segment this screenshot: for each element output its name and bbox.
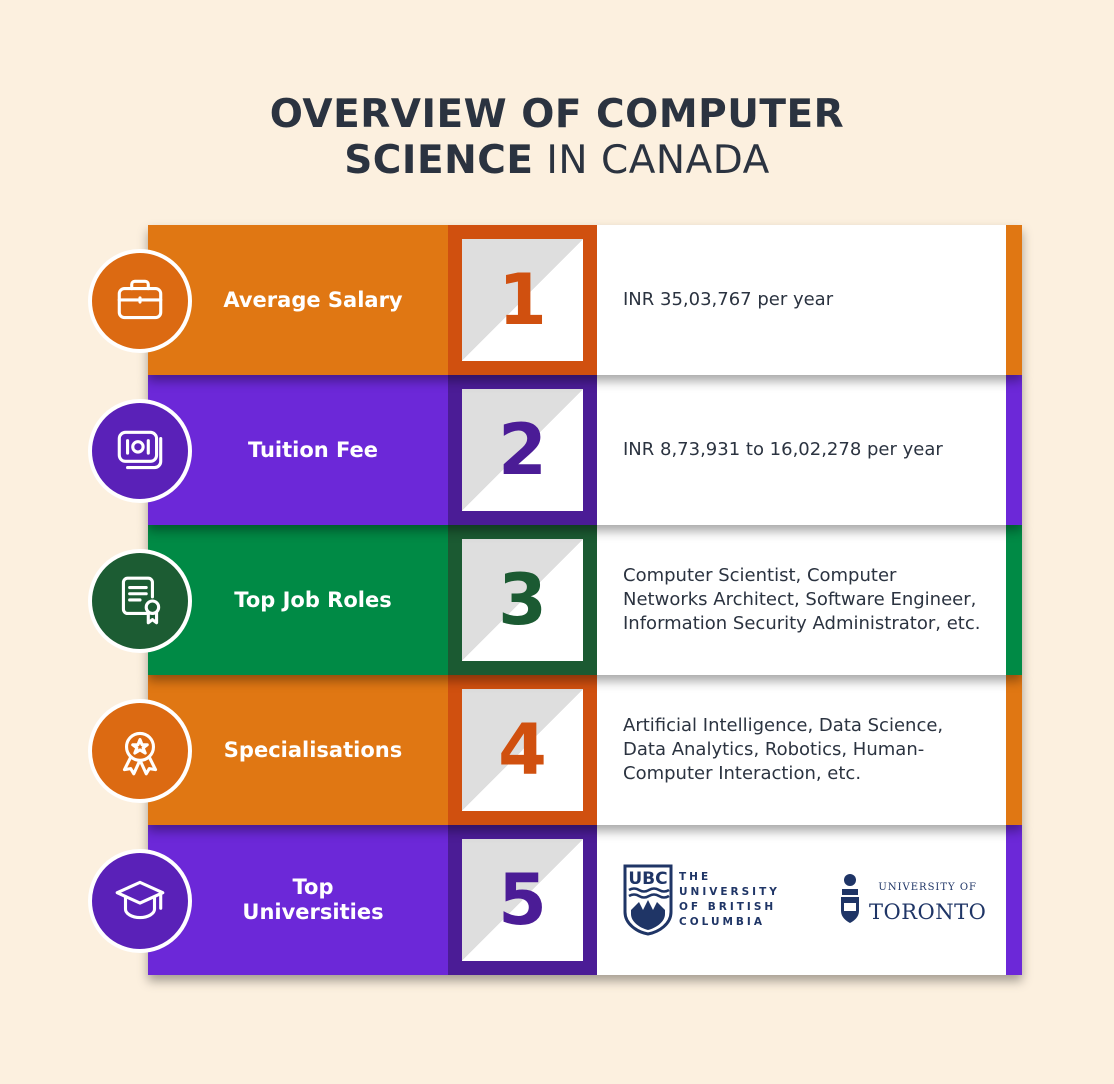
briefcase-badge: [88, 249, 192, 353]
title-line-2-bold: SCIENCE: [344, 138, 534, 183]
row-label: Average Salary: [223, 287, 403, 312]
accent-strip: [1006, 375, 1022, 525]
row-label-band: Top Universities: [148, 825, 448, 975]
overview-row-2: Tuition Fee 2 INR 8,73,931 to 16,02,278 …: [88, 375, 1022, 525]
row-number: 4: [462, 689, 583, 811]
university-logos: UBC THE UNIVERSITY OF BRITISH COLUMBIA UNI…: [623, 864, 986, 936]
money-badge: [88, 399, 192, 503]
award-icon: [122, 731, 158, 776]
uoft-logo: UNIVERSITY OF TORONTO: [839, 873, 986, 927]
row-label-band: Tuition Fee: [148, 375, 448, 525]
briefcase-icon: [117, 279, 163, 320]
row-content: INR 8,73,931 to 16,02,278 per year: [597, 375, 1006, 525]
row-label-band: Average Salary: [148, 225, 448, 375]
number-box: 3: [448, 525, 597, 675]
title-line-2-light: IN CANADA: [546, 138, 770, 183]
row-number: 5: [462, 839, 583, 961]
ubc-name: THE UNIVERSITY OF BRITISH COLUMBIA: [679, 871, 780, 928]
title-line-1: OVERVIEW OF COMPUTER: [269, 92, 845, 137]
money-icon: [117, 430, 163, 470]
accent-strip: [1006, 675, 1022, 825]
award-badge: [88, 699, 192, 803]
row-label: Tuition Fee: [247, 437, 379, 462]
uoft-crest-icon: [841, 874, 859, 923]
overview-row-5: Top Universities 5 UBC THE UNIVERSITY OF …: [88, 825, 1022, 975]
number-box: 2: [448, 375, 597, 525]
row-label: Top Universities: [242, 875, 384, 924]
accent-strip: [1006, 825, 1022, 975]
certificate-icon: [121, 576, 161, 625]
row-number: 2: [462, 389, 583, 511]
overview-row-1: Average Salary 1 INR 35,03,767 per year: [88, 225, 1022, 375]
uoft-big: TORONTO: [869, 900, 987, 924]
ubc-logo: UBC THE UNIVERSITY OF BRITISH COLUMBIA: [623, 864, 799, 936]
uoft-small: UNIVERSITY OF: [878, 882, 977, 893]
row-content: Computer Scientist, Computer Networks Ar…: [597, 525, 1006, 675]
row-content: UBC THE UNIVERSITY OF BRITISH COLUMBIA UNI…: [597, 825, 1006, 975]
number-box: 4: [448, 675, 597, 825]
row-number: 1: [462, 239, 583, 361]
accent-strip: [1006, 225, 1022, 375]
row-label-band: Top Job Roles: [148, 525, 448, 675]
overview-row-3: Top Job Roles 3 Computer Scientist, Comp…: [88, 525, 1022, 675]
row-label-band: Specialisations: [148, 675, 448, 825]
graduation-cap-icon: [115, 880, 165, 920]
row-content: INR 35,03,767 per year: [597, 225, 1006, 375]
row-label: Top Job Roles: [234, 587, 392, 612]
row-label: Specialisations: [223, 737, 403, 762]
number-box: 1: [448, 225, 597, 375]
page-title: OVERVIEW OF COMPUTER SCIENCE IN CANADA: [0, 92, 1114, 184]
overview-row-4: Specialisations 4 Artificial Intelligenc…: [88, 675, 1022, 825]
row-content: Artificial Intelligence, Data Science, D…: [597, 675, 1006, 825]
svg-text:UBC: UBC: [628, 869, 667, 889]
row-number: 3: [462, 539, 583, 661]
graduation-cap-badge: [88, 849, 192, 953]
ubc-shield-icon: UBC: [623, 864, 673, 936]
number-box: 5: [448, 825, 597, 975]
accent-strip: [1006, 525, 1022, 675]
certificate-badge: [88, 549, 192, 653]
